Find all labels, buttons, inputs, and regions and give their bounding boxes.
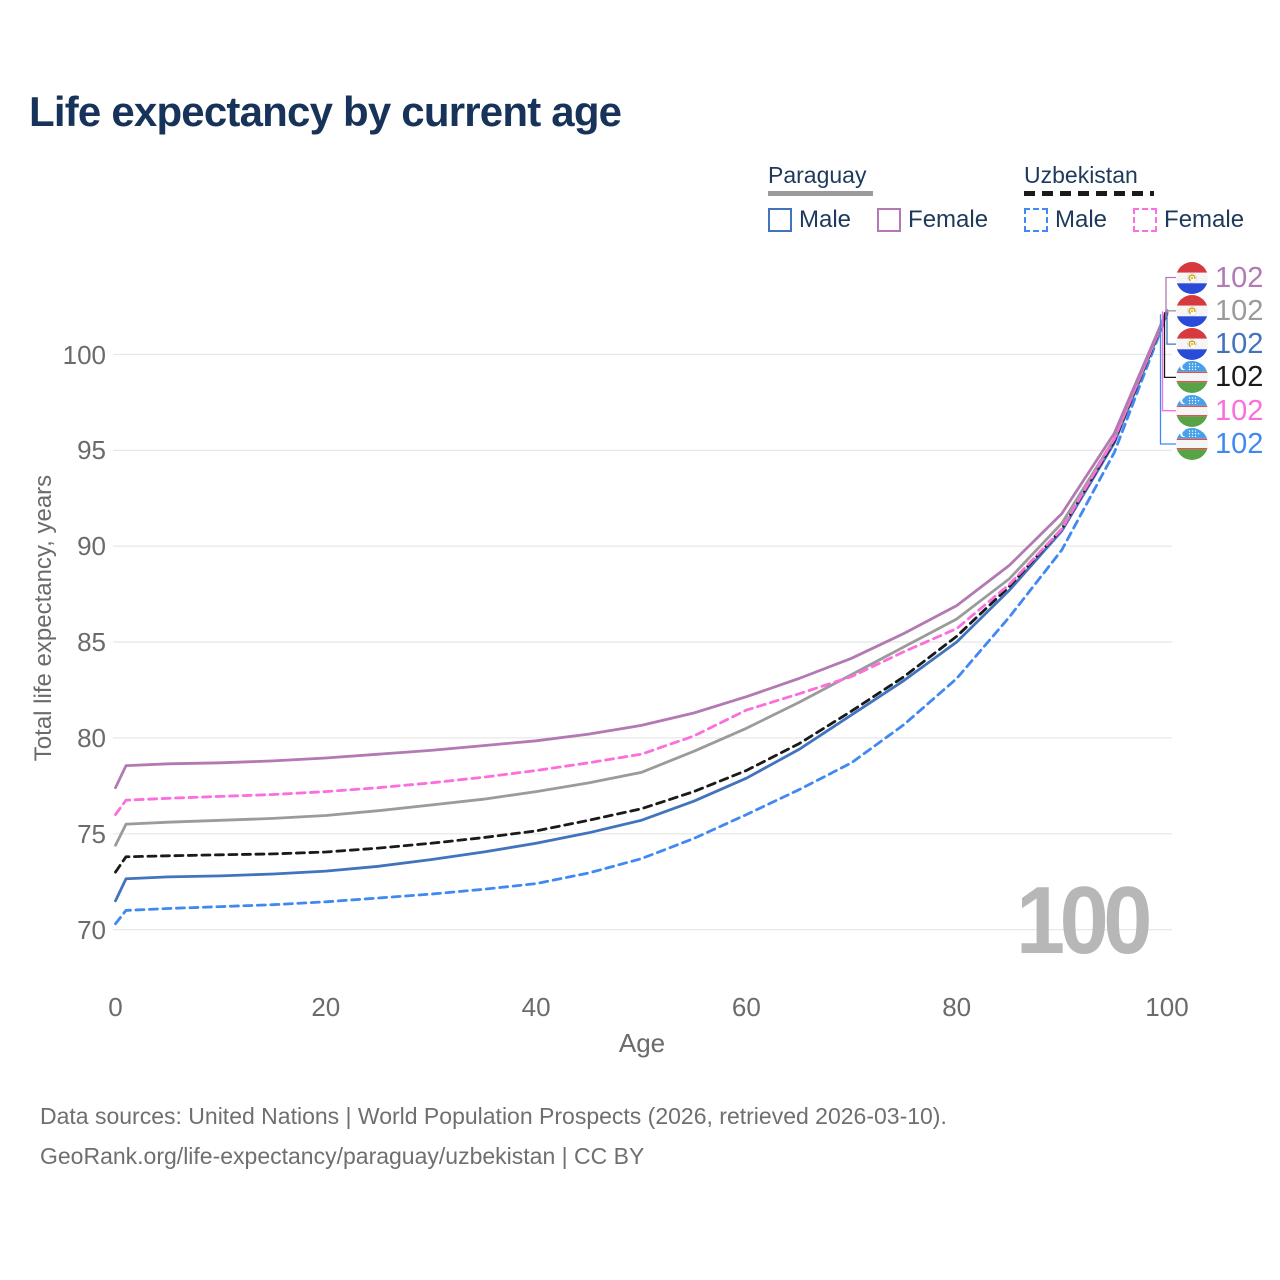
legend-label-paraguay-male[interactable]: Male <box>799 206 852 233</box>
end-label-connector-paraguay-female <box>1165 276 1176 311</box>
footer-datasources: Data sources: United Nations | World Pop… <box>40 1103 947 1129</box>
end-label-uzbekistan-both-sexes: 102 <box>1176 361 1264 394</box>
legend-row-uzbekistan: Male Female <box>1024 207 1270 233</box>
y-tick-90: 90 <box>77 531 106 562</box>
paraguay-flag-icon <box>1176 261 1208 294</box>
legend-label-uzbekistan-male[interactable]: Male <box>1055 206 1108 233</box>
end-label-connector-paraguay-male <box>1166 312 1176 345</box>
end-value-uzbekistan-both-sexes: 102 <box>1215 361 1264 394</box>
end-label-paraguay-male: 102 <box>1176 328 1264 361</box>
legend-label-uzbekistan-female[interactable]: Female <box>1164 206 1245 233</box>
series-line-paraguay-male[interactable] <box>114 310 1169 903</box>
series-line-paraguay-female[interactable] <box>114 308 1169 790</box>
end-value-paraguay-male: 102 <box>1215 328 1264 361</box>
end-value-paraguay-both-sexes: 102 <box>1215 294 1264 327</box>
end-label-connector-uzbekistan-female <box>1161 311 1176 412</box>
end-label-uzbekistan-female: 102 <box>1176 394 1264 427</box>
end-value-uzbekistan-female: 102 <box>1215 394 1264 427</box>
legend-group-uzbekistan: Uzbekistan Male Female <box>1024 162 1270 233</box>
legend-country-paraguay[interactable]: Paraguay <box>768 162 867 188</box>
end-value-paraguay-female: 102 <box>1215 261 1264 294</box>
legend-underline-paraguay <box>768 191 873 196</box>
age-watermark: 100 <box>1016 867 1152 974</box>
x-tick-0: 0 <box>108 992 123 1022</box>
legend-group-paraguay: Paraguay Male Female <box>768 162 1014 233</box>
end-label-connector-uzbekistan-both-sexes <box>1163 312 1176 379</box>
x-axis-title: Age <box>618 1028 666 1058</box>
uzbekistan-flag-icon <box>1176 361 1208 394</box>
legend-country-uzbekistan[interactable]: Uzbekistan <box>1024 162 1138 188</box>
legend-swatch-uzbekistan-male[interactable] <box>1024 208 1048 232</box>
series-line-uzbekistan-both-sexes[interactable] <box>114 310 1169 874</box>
legend-row-paraguay: Male Female <box>768 207 1014 233</box>
series-line-paraguay-both-sexes[interactable] <box>114 309 1169 847</box>
y-tick-70: 70 <box>77 914 106 945</box>
x-tick-20: 20 <box>311 992 341 1022</box>
x-tick-80: 80 <box>942 992 972 1022</box>
y-tick-95: 95 <box>77 435 106 466</box>
y-tick-85: 85 <box>77 627 106 658</box>
x-tick-100: 100 <box>1145 992 1189 1022</box>
series-line-uzbekistan-female[interactable] <box>114 309 1169 816</box>
uzbekistan-flag-icon <box>1176 394 1208 427</box>
legend-label-paraguay-female[interactable]: Female <box>908 206 989 233</box>
x-tick-60: 60 <box>731 992 761 1022</box>
legend-swatch-uzbekistan-female[interactable] <box>1133 208 1158 232</box>
end-label-uzbekistan-male: 102 <box>1176 428 1263 460</box>
footer-url: GeoRank.org/life-expectancy/paraguay/uzb… <box>40 1143 645 1169</box>
x-tick-40: 40 <box>521 992 551 1022</box>
y-tick-75: 75 <box>77 818 106 849</box>
legend-swatch-paraguay-male[interactable] <box>768 208 792 232</box>
legend-swatch-paraguay-female[interactable] <box>877 208 902 232</box>
end-value-uzbekistan-male: 102 <box>1215 428 1264 460</box>
legend-underline-uzbekistan <box>1024 191 1154 196</box>
chart-footer: Data sources: United Nations | World Pop… <box>40 1096 947 1176</box>
page-title: Life expectancy by current age <box>29 88 622 135</box>
uzbekistan-flag-icon <box>1176 428 1208 460</box>
end-label-paraguay-female: 102 <box>1176 261 1264 294</box>
paraguay-flag-icon <box>1176 328 1208 361</box>
y-tick-80: 80 <box>77 722 106 753</box>
end-label-connector-paraguay-both-sexes <box>1167 310 1176 312</box>
end-label-connector-uzbekistan-male <box>1159 314 1176 445</box>
series-line-uzbekistan-male[interactable] <box>114 312 1169 926</box>
end-label-paraguay-both-sexes: 102 <box>1176 294 1264 327</box>
paraguay-flag-icon <box>1176 294 1208 327</box>
y-tick-100: 100 <box>62 339 106 370</box>
